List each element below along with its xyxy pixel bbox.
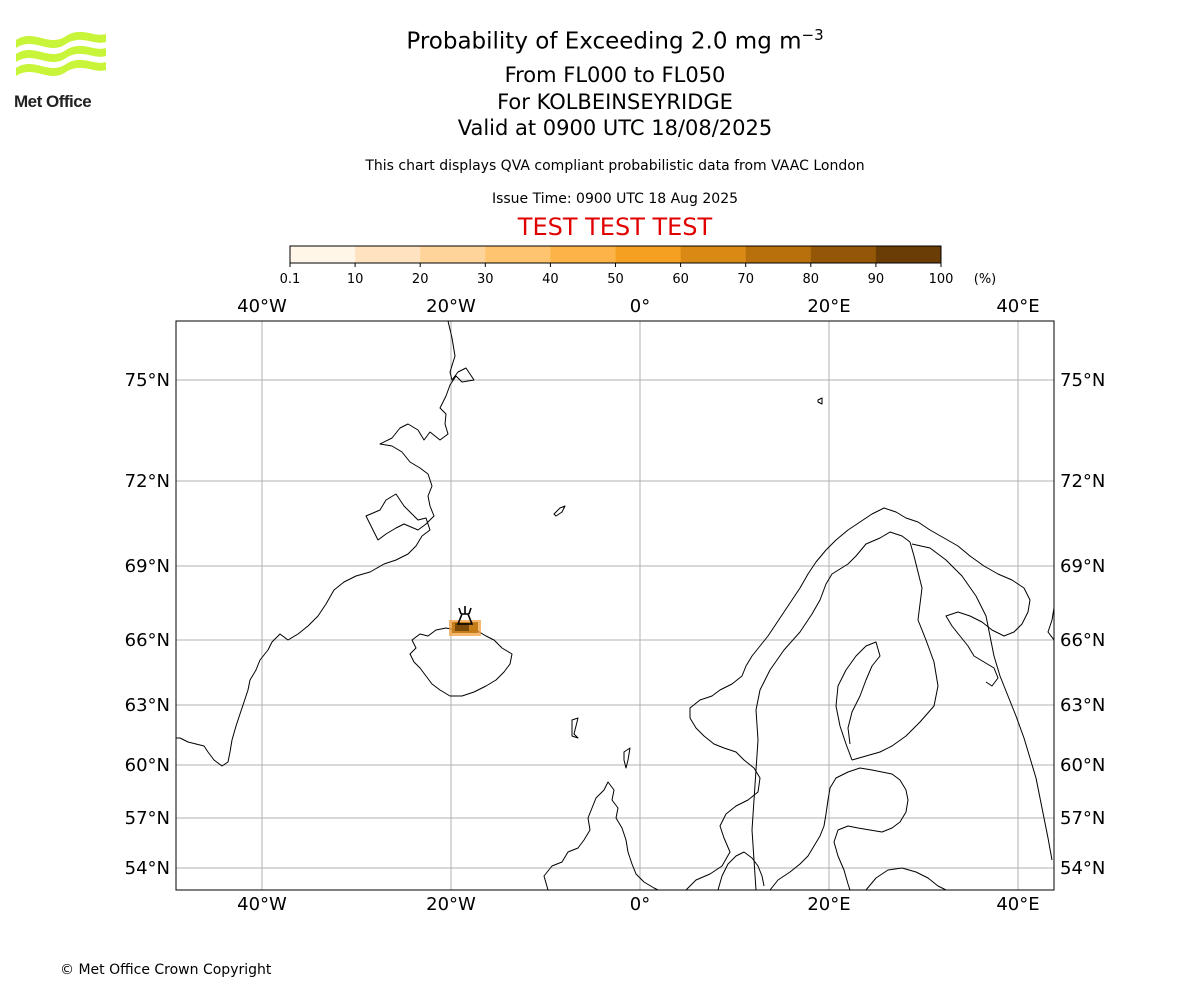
lat-label: 75°N [125,370,170,391]
map-gridlines [176,321,1054,890]
colorbar-swatch [680,246,747,263]
lon-label: 20°W [426,894,476,915]
colorbar-swatch [615,246,682,263]
lat-labels-left: 75°N 72°N 69°N 66°N 63°N 60°N 57°N 54°N [125,370,170,879]
ash-area-core [455,623,469,631]
lat-label: 57°N [1060,808,1105,829]
logo-text: Met Office [14,92,92,111]
lon-label: 0° [630,296,650,317]
colorbar-tick-label: 80 [803,272,820,287]
colorbar-swatches [290,246,942,263]
colorbar-tick-label: 90 [868,272,885,287]
colorbar-tick-label: 50 [607,272,624,287]
lon-label: 20°E [807,296,850,317]
colorbar-swatch [810,246,877,263]
chart-description: This chart displays QVA compliant probab… [365,158,865,174]
map-background [176,321,1054,890]
issue-time: Issue Time: 0900 UTC 18 Aug 2025 [491,191,739,207]
volcano-triangle-icon [456,606,474,625]
britain-coast [543,781,659,890]
colorbar-tick-label: 30 [477,272,494,287]
lat-label: 69°N [1060,556,1105,577]
ash-probability-area [449,620,481,636]
test-banner: TEST TEST TEST [517,213,713,241]
lat-label: 54°N [125,858,170,879]
colorbar-swatch [290,246,356,263]
norway-sweden-border [751,531,911,890]
bothnian-west-coast [835,641,881,761]
shetland-coast [623,747,631,769]
kola-coast [1047,607,1054,641]
bear-island-coast [817,397,823,405]
coastlines [176,321,1054,890]
met-office-logo: Met Office [14,30,109,112]
denmark-coast [717,851,765,890]
lat-label: 63°N [1060,695,1105,716]
colorbar-ticks: 0.1 10 20 30 40 50 60 70 80 90 100 [280,263,954,287]
met-office-waves-icon [16,31,106,76]
colorbar-swatch [485,246,551,263]
flight-level-range: From FL000 to FL050 [504,63,726,87]
lon-label: 40°E [996,894,1039,915]
lat-label: 60°N [1060,755,1105,776]
colorbar: 0.1 10 20 30 40 50 60 70 80 90 100 (%) [280,245,997,287]
scandinavia-coast [685,507,1031,890]
chart-title: Probability of Exceeding 2.0 mg m−3 [0,26,1200,55]
colorbar-tick-label: 60 [672,272,689,287]
colorbar-tick-label: 40 [542,272,559,287]
lon-label: 20°E [807,894,850,915]
sweden-finland-border [851,541,939,761]
lat-labels-right: 75°N 72°N 69°N 66°N 63°N 60°N 57°N 54°N [1060,370,1105,879]
greenland-coast [176,321,475,767]
colorbar-unit: (%) [974,272,997,287]
lat-label: 60°N [125,755,170,776]
lon-labels-top: 40°W 20°W 0° 20°E 40°E [237,296,1039,317]
lon-label: 20°W [426,296,476,317]
lon-label: 0° [630,894,650,915]
lon-label: 40°W [237,894,287,915]
colorbar-swatch [355,246,421,263]
lat-label: 66°N [125,630,170,651]
colorbar-swatch [745,246,812,263]
finland-russia-border [911,543,1053,861]
colorbar-tick-label: 10 [347,272,364,287]
lat-label: 66°N [1060,630,1105,651]
colorbar-swatch [420,246,486,263]
title-main: Probability of Exceeding 2.0 mg m [406,28,802,55]
map-frame [175,320,1055,891]
valid-time: Valid at 0900 UTC 18/08/2025 [457,116,773,140]
faroe-coast [571,717,579,739]
sweden-south-coast [769,767,909,890]
lat-label: 72°N [125,471,170,492]
colorbar-tick-label: 0.1 [280,272,301,287]
baltic-states-coast [865,867,947,890]
lon-label: 40°E [996,296,1039,317]
colorbar-tick-label: 100 [929,272,954,287]
colorbar-tick-label: 20 [412,272,429,287]
lat-label: 69°N [125,556,170,577]
lat-label: 63°N [125,695,170,716]
lon-labels-bottom: 40°W 20°W 0° 20°E 40°E [237,894,1039,915]
lat-label: 72°N [1060,471,1105,492]
colorbar-swatch [550,246,616,263]
copyright-notice: © Met Office Crown Copyright [60,962,272,978]
title-superscript: −3 [801,26,824,44]
lat-label: 75°N [1060,370,1105,391]
jan-mayen-coast [553,505,566,517]
lat-label: 54°N [1060,858,1105,879]
colorbar-swatch [875,246,942,263]
lon-label: 40°W [237,296,287,317]
lat-label: 57°N [125,808,170,829]
volcano-name: For KOLBEINSEYRIDGE [497,90,733,114]
colorbar-tick-label: 70 [737,272,754,287]
